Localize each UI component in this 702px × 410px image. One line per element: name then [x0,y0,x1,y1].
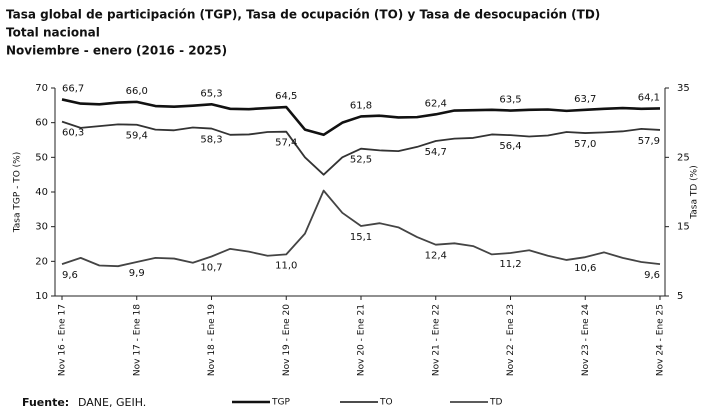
data-label: 56,4 [499,141,521,152]
data-label: 65,3 [200,88,222,99]
series-line [61,189,661,268]
data-label: 11,0 [275,260,297,271]
data-label: 63,5 [499,95,521,106]
x-tick-label: Nov 21 - Ene 22 [431,304,441,376]
data-label: 10,6 [574,263,596,274]
y2-tick-label: 35 [677,83,690,94]
legend-label: TD [489,398,502,408]
data-label: 54,7 [425,147,447,158]
data-label: 60,3 [62,128,84,139]
x-tick-label: Nov 20 - Ene 21 [357,304,367,376]
y2-tick-label: 15 [677,222,690,233]
data-label: 9,9 [129,268,145,279]
data-label: 58,3 [200,135,222,146]
data-label: 9,6 [62,270,78,281]
y-tick-label: 10 [35,291,48,302]
y-tick-label: 70 [35,83,48,94]
y-tick-label: 50 [35,152,48,163]
data-label: 10,7 [200,262,222,273]
x-tick-label: Nov 23 - Ene 24 [581,304,591,376]
data-label: 9,6 [644,270,660,281]
x-tick-label: Nov 17 - Ene 18 [132,304,142,376]
chart-period: Noviembre - enero (2016 - 2025) [6,44,227,58]
data-label: 12,4 [425,251,447,262]
data-label: 63,7 [574,94,596,105]
data-label: 11,2 [499,259,521,270]
x-tick-label: Nov 24 - Ene 25 [656,304,666,376]
data-label: 62,4 [425,98,447,109]
source-label: Fuente: [22,396,69,409]
y-tick-label: 30 [35,222,48,233]
y2-tick-label: 5 [677,291,683,302]
source-text: DANE, GEIH. [78,396,146,409]
data-label: 64,1 [638,92,660,103]
data-label: 61,8 [350,100,372,111]
data-label: 57,9 [638,136,660,147]
y2-axis-label: Tasa TD (%) [690,165,700,219]
data-label: 57,4 [275,138,297,149]
y-tick-label: 60 [35,118,48,129]
y-tick-label: 20 [35,256,48,267]
chart-title: Tasa global de participación (TGP), Tasa… [6,8,600,22]
data-label: 15,1 [350,232,372,243]
chart-subtitle: Total nacional [6,26,100,40]
y-axis-label: Tasa TGP - TO (%) [13,152,23,233]
data-label: 57,0 [574,139,596,150]
data-label: 52,5 [350,155,372,166]
legend-label: TGP [271,398,290,408]
data-label: 66,0 [126,86,148,97]
y-tick-label: 40 [35,187,48,198]
data-label: 59,4 [126,131,148,142]
series-line [61,120,661,176]
x-tick-label: Nov 19 - Ene 20 [282,304,292,376]
x-tick-label: Nov 16 - Ene 17 [58,304,68,376]
series-line [61,98,661,137]
data-label: 64,5 [275,91,297,102]
x-tick-label: Nov 22 - Ene 23 [506,304,516,376]
data-label: 66,7 [62,83,84,94]
y2-tick-label: 25 [677,152,690,163]
x-tick-label: Nov 18 - Ene 19 [207,304,217,376]
legend-label: TO [379,398,393,408]
